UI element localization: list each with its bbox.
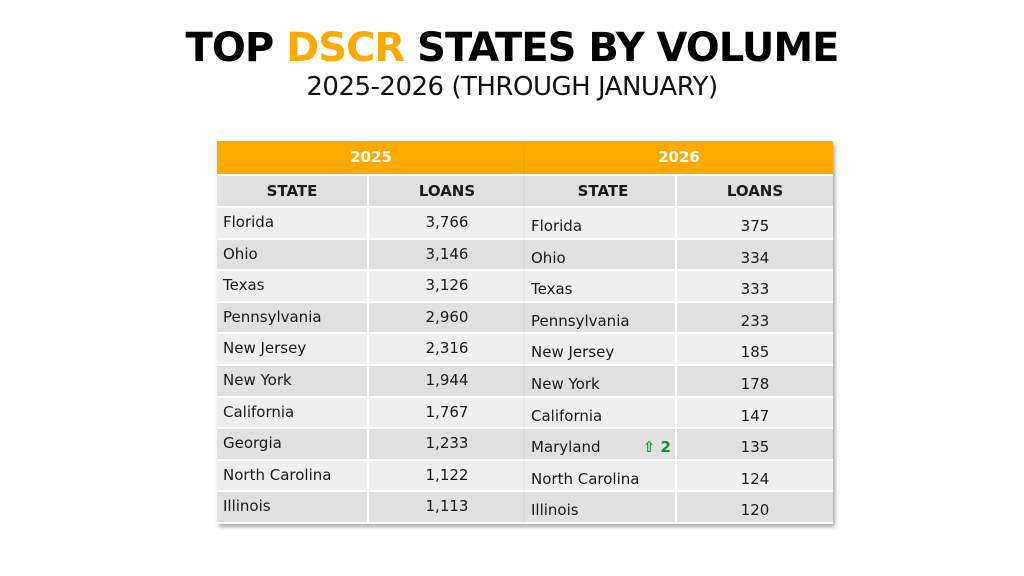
loans-cell: 2,316 bbox=[425, 339, 469, 358]
table-row: New York 178 bbox=[525, 365, 833, 398]
state-name: New Jersey bbox=[531, 343, 615, 362]
state-name: Maryland bbox=[531, 438, 601, 457]
loans-cell: 178 bbox=[740, 374, 770, 393]
state-cell: Ohio bbox=[217, 239, 369, 270]
loans-cell: 1,233 bbox=[425, 434, 469, 453]
state-cell: Texas bbox=[525, 271, 677, 301]
state-cell: Pennsylvania bbox=[217, 302, 369, 333]
state-name: Florida bbox=[531, 217, 583, 235]
state-name: North Carolina bbox=[531, 469, 640, 488]
state-cell: Texas bbox=[217, 271, 369, 301]
state-cell: New York bbox=[525, 365, 677, 396]
state-cell: New Jersey bbox=[525, 334, 677, 364]
year-header: 2026 bbox=[525, 141, 833, 176]
state-cell: Ohio bbox=[525, 239, 677, 270]
state-name: Texas bbox=[223, 276, 265, 295]
state-name: Illinois bbox=[531, 501, 579, 520]
state-name: California bbox=[223, 402, 295, 421]
title-suffix: STATES BY VOLUME bbox=[404, 25, 839, 71]
loans-cell: 147 bbox=[740, 406, 770, 425]
table-row: North Carolina 124 bbox=[525, 460, 833, 493]
loans-column-header: LOANS bbox=[726, 182, 784, 200]
state-cell: Maryland ⇧ 2 bbox=[525, 429, 677, 459]
state-cell: North Carolina bbox=[525, 460, 677, 491]
title-accent: DSCR bbox=[286, 25, 405, 71]
state-cell: New York bbox=[217, 365, 369, 396]
table-row: Illinois 120 bbox=[525, 492, 833, 524]
state-name: Ohio bbox=[531, 248, 566, 267]
loans-cell: 1,122 bbox=[425, 465, 469, 484]
state-cell: Pennsylvania bbox=[525, 302, 677, 333]
page-subtitle: 2025-2026 (THROUGH JANUARY) bbox=[306, 72, 718, 102]
state-name: Pennsylvania bbox=[531, 311, 630, 330]
table-row: New Jersey 2,316 bbox=[217, 334, 525, 366]
state-name: Florida bbox=[223, 213, 275, 231]
page-title: TOP DSCR STATES BY VOLUME bbox=[0, 24, 1024, 72]
state-cell: California bbox=[525, 397, 677, 428]
loans-cell: 375 bbox=[740, 217, 770, 235]
state-name: California bbox=[531, 406, 603, 425]
table-row: Ohio 334 bbox=[525, 239, 833, 272]
table-row: Pennsylvania 233 bbox=[525, 302, 833, 335]
year-header: 2025 bbox=[217, 141, 525, 176]
table-row: Ohio 3,146 bbox=[217, 239, 525, 272]
state-cell: Illinois bbox=[525, 492, 677, 522]
loans-cell: 334 bbox=[740, 248, 770, 267]
state-cell: Florida bbox=[217, 208, 369, 238]
table-row: New Jersey 185 bbox=[525, 334, 833, 366]
loans-cell: 3,126 bbox=[425, 276, 469, 295]
state-name: North Carolina bbox=[223, 465, 332, 484]
loans-cell: 185 bbox=[740, 343, 770, 362]
loans-cell: 1,113 bbox=[425, 497, 469, 516]
loans-cell: 120 bbox=[740, 501, 770, 520]
table-2026: 2026 STATE LOANS Florida 375 Ohio 334 Te… bbox=[525, 141, 833, 524]
loans-cell: 333 bbox=[740, 280, 770, 299]
table-row: Florida 3,766 bbox=[217, 208, 525, 240]
table-row: Maryland ⇧ 2 135 bbox=[525, 429, 833, 461]
loans-cell: 1,767 bbox=[425, 402, 469, 421]
column-header-row: STATE LOANS bbox=[525, 176, 833, 208]
state-name: Georgia bbox=[223, 434, 282, 453]
state-cell: California bbox=[217, 397, 369, 428]
table-row: Texas 3,126 bbox=[217, 271, 525, 303]
column-header-row: STATE LOANS bbox=[217, 176, 525, 208]
loans-cell: 2,960 bbox=[425, 307, 469, 326]
state-name: Illinois bbox=[223, 497, 271, 516]
table-row: New York 1,944 bbox=[217, 365, 525, 398]
title-prefix: TOP bbox=[185, 25, 287, 71]
state-name: New York bbox=[223, 370, 292, 389]
loans-column-header: LOANS bbox=[418, 182, 476, 200]
state-column-header: STATE bbox=[217, 176, 369, 206]
table-row: Pennsylvania 2,960 bbox=[217, 302, 525, 335]
table-row: Georgia 1,233 bbox=[217, 429, 525, 461]
state-cell: New Jersey bbox=[217, 334, 369, 364]
state-name: Texas bbox=[531, 280, 573, 299]
loans-cell: 135 bbox=[740, 438, 770, 457]
loans-cell: 3,146 bbox=[425, 244, 469, 263]
table-row: Illinois 1,113 bbox=[217, 492, 525, 524]
state-cell: Florida bbox=[525, 208, 677, 238]
table-row: Florida 375 bbox=[525, 208, 833, 240]
table-row: Texas 333 bbox=[525, 271, 833, 303]
state-cell: Illinois bbox=[217, 492, 369, 522]
rank-up-badge: ⇧ 2 bbox=[642, 438, 671, 457]
table-row: North Carolina 1,122 bbox=[217, 460, 525, 493]
loans-cell: 124 bbox=[740, 469, 770, 488]
state-name: New York bbox=[531, 374, 600, 393]
loans-cell: 233 bbox=[740, 311, 770, 330]
loans-cell: 1,944 bbox=[425, 370, 469, 389]
table-2025: 2025 STATE LOANS Florida 3,766 Ohio 3,14… bbox=[217, 141, 525, 524]
state-name: Ohio bbox=[223, 244, 258, 263]
state-column-header: STATE bbox=[525, 176, 677, 206]
state-name: New Jersey bbox=[223, 339, 307, 358]
loans-cell: 3,766 bbox=[425, 213, 469, 231]
state-cell: Georgia bbox=[217, 429, 369, 459]
table-row: California 147 bbox=[525, 397, 833, 430]
state-cell: North Carolina bbox=[217, 460, 369, 491]
state-name: Pennsylvania bbox=[223, 307, 322, 326]
table-row: California 1,767 bbox=[217, 397, 525, 430]
